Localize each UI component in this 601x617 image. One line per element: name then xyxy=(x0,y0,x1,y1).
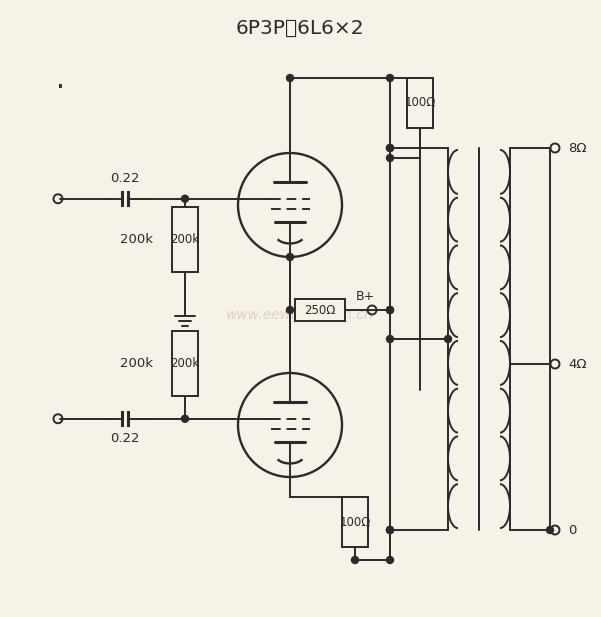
Circle shape xyxy=(386,307,394,313)
Circle shape xyxy=(386,526,394,534)
Circle shape xyxy=(287,75,293,81)
Text: 0: 0 xyxy=(568,523,576,537)
Text: 200k: 200k xyxy=(120,233,153,246)
Circle shape xyxy=(386,336,394,342)
Text: 100Ω: 100Ω xyxy=(340,515,371,529)
Text: 4Ω: 4Ω xyxy=(568,357,587,370)
Circle shape xyxy=(352,557,359,563)
Circle shape xyxy=(386,557,394,563)
Text: 250Ω: 250Ω xyxy=(304,304,336,317)
Text: 0.22: 0.22 xyxy=(110,172,140,185)
Text: 200k: 200k xyxy=(171,233,200,246)
Text: 8Ω: 8Ω xyxy=(568,141,587,154)
Bar xyxy=(342,497,368,547)
Circle shape xyxy=(386,144,394,152)
Circle shape xyxy=(287,254,293,260)
Text: B+: B+ xyxy=(355,289,374,302)
Bar xyxy=(295,299,345,321)
Circle shape xyxy=(287,307,293,313)
Bar xyxy=(172,331,198,395)
Text: www.eeworld.com.cn: www.eeworld.com.cn xyxy=(226,308,374,322)
Bar xyxy=(407,78,433,128)
Circle shape xyxy=(182,415,189,422)
Text: 200k: 200k xyxy=(120,357,153,370)
Circle shape xyxy=(445,336,451,342)
Text: 0.22: 0.22 xyxy=(110,433,140,445)
Bar xyxy=(172,207,198,271)
Circle shape xyxy=(386,526,394,534)
Text: 200k: 200k xyxy=(171,357,200,370)
Circle shape xyxy=(386,144,394,152)
Text: 100Ω: 100Ω xyxy=(404,96,436,109)
Circle shape xyxy=(386,154,394,162)
Circle shape xyxy=(546,526,554,534)
Circle shape xyxy=(386,307,394,313)
Text: ·: · xyxy=(55,74,64,102)
Circle shape xyxy=(182,195,189,202)
Circle shape xyxy=(386,75,394,81)
Text: 6P3P、6L6×2: 6P3P、6L6×2 xyxy=(236,19,364,38)
